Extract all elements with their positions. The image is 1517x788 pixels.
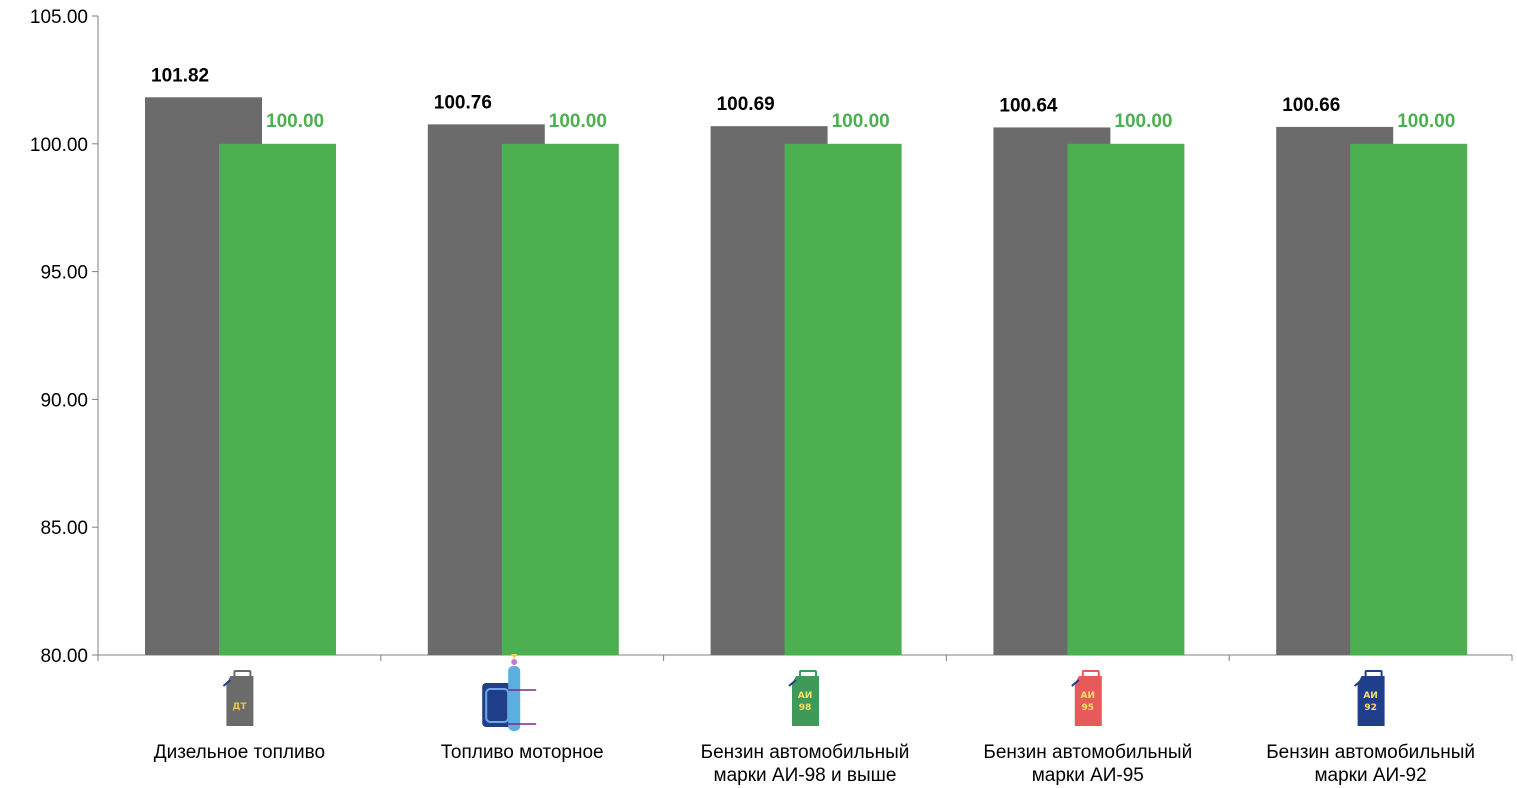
y-tick-label: 80.00: [40, 646, 88, 667]
green-bar-value-label: 100.00: [832, 111, 890, 132]
green-bar-value-label: 100.00: [1114, 111, 1172, 132]
category-label-line: марки АИ-95: [1031, 765, 1144, 786]
y-tick-label: 105.00: [30, 7, 88, 28]
canister-spout: [1071, 679, 1080, 687]
canister-spout: [1353, 679, 1363, 687]
category-label-line: Бензин автомобильный: [1266, 742, 1475, 763]
category-label: Бензин автомобильный марки АИ-92: [1241, 741, 1501, 787]
canister-body: [482, 683, 513, 727]
category-label-line: Бензин автомобильный: [983, 742, 1193, 763]
canister-spout: [788, 679, 797, 687]
canister-text: 95: [1082, 703, 1095, 713]
canister-text: 92: [1364, 703, 1377, 713]
gray-bar-value-label: 100.76: [434, 92, 492, 113]
category-label: Бензин автомобильный марки АИ-95: [958, 741, 1218, 787]
canister-handle: [1081, 670, 1100, 678]
canister-text: ДТ: [232, 702, 247, 712]
canister-handle: [233, 670, 252, 678]
canister-text: АИ: [798, 691, 813, 701]
y-tick-label: 100.00: [30, 135, 88, 156]
gray-bar-value-label: 100.64: [999, 95, 1058, 116]
gray-bar-value-label: 100.69: [717, 94, 775, 115]
y-tick-label: 95.00: [40, 263, 88, 284]
data-labels: 101.82 100.00 100.76 100.00 100.69 100.00 100.…: [151, 65, 1455, 132]
green-bar: [219, 143, 336, 656]
gas-canister-cylinder-icon: [482, 654, 537, 731]
y-tick-label: 85.00: [40, 518, 88, 539]
gray-bar-value-label: 100.66: [1282, 95, 1340, 116]
canister-text: АИ: [1081, 691, 1096, 701]
green-bar-value-label: 100.00: [549, 111, 607, 132]
green-bar: [1067, 143, 1185, 656]
category-label: Дизельное топливо: [109, 741, 369, 764]
gas-cylinder: [508, 666, 521, 731]
category-label: Топливо моторное: [392, 741, 652, 764]
ai92-canister-icon: АИ 92: [1353, 670, 1385, 726]
diesel-canister-icon: ДТ: [222, 670, 254, 726]
category-label-line: Бензин автомобильный: [700, 742, 910, 763]
category-label-line: марки АИ-92: [1314, 765, 1427, 786]
canister-text: 98: [799, 703, 812, 713]
category-label-line: Топливо моторное: [440, 742, 604, 763]
canister-body: [226, 676, 254, 726]
green-bar-value-label: 100.00: [1397, 111, 1455, 132]
category-label: Бензин автомобильный марки АИ-98 и выше: [675, 741, 935, 787]
green-bar: [784, 143, 902, 656]
canister-spout: [222, 679, 232, 687]
green-bar: [501, 143, 619, 656]
green-bar: [1350, 143, 1468, 656]
canister-body: [1074, 676, 1102, 726]
canister-handle: [1364, 670, 1383, 678]
ai95-canister-icon: АИ 95: [1071, 670, 1102, 726]
gray-bar-value-label: 101.82: [151, 65, 209, 86]
canister-body: [792, 676, 819, 726]
canister-handle: [799, 670, 817, 678]
category-icons: ДТ АИ 98 АИ 95 АИ 92: [222, 654, 1385, 731]
green-bar-value-label: 100.00: [266, 111, 324, 132]
category-label-line: Дизельное топливо: [153, 742, 326, 763]
canister-body: [1357, 676, 1385, 726]
bars: [145, 97, 1468, 656]
canister-text: АИ: [1363, 691, 1378, 701]
cylinder-valve: [511, 659, 518, 665]
cylinder-spark: [511, 654, 518, 659]
category-label-line: марки АИ-98 и выше: [713, 765, 897, 786]
ai98-canister-icon: АИ 98: [788, 670, 819, 726]
y-tick-label: 90.00: [40, 390, 88, 411]
